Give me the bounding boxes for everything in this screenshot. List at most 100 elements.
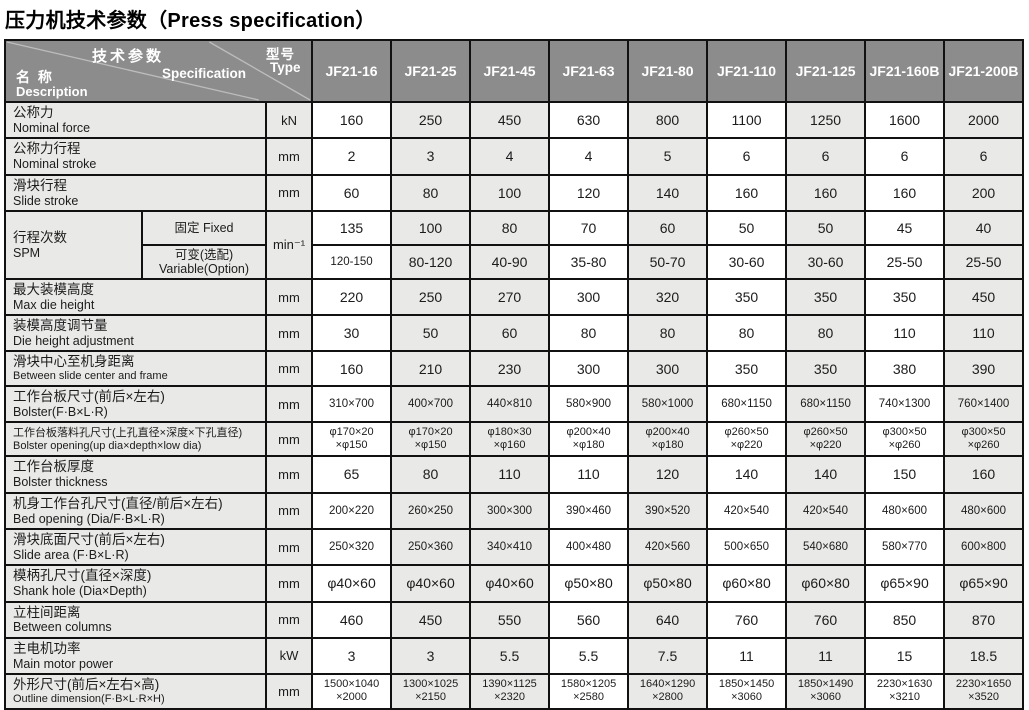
value-cell: 30 <box>311 314 393 353</box>
value-cell: 760 <box>785 600 867 639</box>
value-cell: 80 <box>390 455 472 494</box>
value-cell: 7.5 <box>627 636 709 676</box>
value-cell: 270 <box>469 277 551 317</box>
row-label-cn: 行程次数 <box>13 229 67 245</box>
unit-cell: mm <box>264 277 314 317</box>
row-label-en: Bolster(F·B×L·R) <box>13 404 108 419</box>
unit-cell: mm <box>264 600 314 639</box>
value-cell: 25-50 <box>864 243 946 280</box>
value-cell: 150 <box>864 455 946 494</box>
row-label-en: Slide area (F·B×L·R) <box>13 547 129 562</box>
row-label-en: Slide stroke <box>13 193 79 208</box>
value-cell: 80-120 <box>390 243 472 280</box>
value-cell: 30-60 <box>785 243 867 280</box>
table-row: 最大装模高度 Max die height mm 220 250 270 300 320 350… <box>4 277 1025 317</box>
value-cell: 1850×1450 ×3060 <box>706 673 788 710</box>
model-header-jf21-16: JF21-16 <box>311 39 393 103</box>
value-cell: 80 <box>390 173 472 212</box>
value-cell: 160 <box>785 173 867 212</box>
value-cell: φ40×60 <box>469 564 551 603</box>
table-row: 模柄孔尺寸(直径×深度) Shank hole (Dia×Depth) mm φ40×… <box>4 564 1025 603</box>
value-cell: 2230×1650 ×3520 <box>943 673 1025 710</box>
value-cell: 390 <box>943 350 1025 388</box>
value-cell: φ300×50 ×φ260 <box>864 421 946 458</box>
row-label-en: Between columns <box>13 620 112 635</box>
unit-cell: mm <box>264 350 314 388</box>
value-cell: 480×600 <box>864 491 946 530</box>
value-cell: 50 <box>390 314 472 353</box>
table-row: 工作台板落料孔尺寸(上孔直径×深度×下孔直径) Bolster opening(u… <box>4 421 1025 458</box>
value-cell: 80 <box>627 314 709 353</box>
value-cell: 1100 <box>706 100 788 140</box>
value-cell: 200×220 <box>311 491 393 530</box>
value-cell: 100 <box>469 173 551 212</box>
value-cell: 420×560 <box>627 527 709 567</box>
row-label-cn: 滑块行程 <box>13 177 67 193</box>
value-cell: 110 <box>943 314 1025 353</box>
value-cell: φ50×80 <box>627 564 709 603</box>
row-label-en: Nominal stroke <box>13 157 97 172</box>
unit-cell: mm <box>264 173 314 212</box>
unit-cell: mm <box>264 491 314 530</box>
row-label-en: Nominal force <box>13 120 91 135</box>
row-label: 滑块中心至机身距离 Between slide center and frame <box>4 350 267 388</box>
value-cell: 340×410 <box>469 527 551 567</box>
value-cell: 3 <box>390 636 472 676</box>
value-cell: 5.5 <box>548 636 630 676</box>
value-cell: 740×1300 <box>864 385 946 424</box>
value-cell: 1300×1025 ×2150 <box>390 673 472 710</box>
value-cell: 50-70 <box>627 243 709 280</box>
table-row: 工作台板尺寸(前后×左右) Bolster(F·B×L·R) mm 310×700 40… <box>4 385 1025 424</box>
row-label: 主电机功率 Main motor power <box>4 636 267 676</box>
table-row: 立柱间距离 Between columns mm 460 450 550 560 640 760… <box>4 600 1025 639</box>
value-cell: 140 <box>627 173 709 212</box>
value-cell: 540×680 <box>785 527 867 567</box>
diagonal-lines-icon <box>7 42 311 100</box>
value-cell: 500×650 <box>706 527 788 567</box>
corner-type-en: Type <box>270 60 301 75</box>
row-label: 最大装模高度 Max die height <box>4 277 267 317</box>
value-cell: 6 <box>706 137 788 176</box>
value-cell: 6 <box>785 137 867 176</box>
value-cell: φ200×40 ×φ180 <box>627 421 709 458</box>
table-row: 公称力 Nominal force kN 160 250 450 630 800 1100 125… <box>4 100 1025 140</box>
value-cell: 11 <box>785 636 867 676</box>
model-header-jf21-80: JF21-80 <box>627 39 709 103</box>
table-row: 可变(选配) Variable(Option) 120-150 80-120 40-9… <box>5 243 1025 280</box>
value-cell: 2 <box>311 137 393 176</box>
corner-spec-cn: 技术参数 <box>92 48 165 65</box>
corner-spec-en: Specification <box>162 66 247 81</box>
unit-cell: mm <box>264 314 314 353</box>
unit-cell: mm <box>264 673 314 710</box>
value-cell: 350 <box>785 350 867 388</box>
row-label-en: Bolster opening(up dia×depth×low dia) <box>13 439 202 452</box>
value-cell: 1500×1040 ×2000 <box>311 673 393 710</box>
unit-cell: mm <box>264 455 314 494</box>
value-cell: 135 <box>311 209 393 246</box>
value-cell: 120-150 <box>311 243 393 280</box>
value-cell: 560 <box>548 600 630 639</box>
value-cell: φ50×80 <box>548 564 630 603</box>
table-row: 滑块行程 Slide stroke mm 60 80 100 120 140 160 160 160… <box>4 173 1025 212</box>
row-label-en: Max die height <box>13 297 95 312</box>
row-label-en: Bolster thickness <box>13 475 108 490</box>
value-cell: 120 <box>627 455 709 494</box>
value-cell: 80 <box>469 209 551 246</box>
value-cell: 4 <box>548 137 630 176</box>
table-row: 滑块中心至机身距离 Between slide center and frame m… <box>4 350 1025 388</box>
value-cell: 350 <box>785 277 867 317</box>
value-cell: 100 <box>390 209 472 246</box>
page-title: 压力机技术参数（Press specification） <box>5 10 376 32</box>
table-row: 行程次数 SPM 固定 Fixed min⁻¹ 135 100 80 70 60 50 50 45 40 <box>4 209 1025 280</box>
value-cell: 40 <box>943 209 1025 246</box>
value-cell: 600×800 <box>943 527 1025 567</box>
unit-cell: mm <box>264 385 314 424</box>
value-cell: 110 <box>469 455 551 494</box>
value-cell: 140 <box>785 455 867 494</box>
row-label: 公称力 Nominal force <box>4 100 267 140</box>
row-label-cn: 主电机功率 <box>13 640 81 656</box>
value-cell: φ60×80 <box>785 564 867 603</box>
value-cell: 35-80 <box>548 243 630 280</box>
corner-name-en: Description <box>16 84 88 99</box>
value-cell: 6 <box>864 137 946 176</box>
